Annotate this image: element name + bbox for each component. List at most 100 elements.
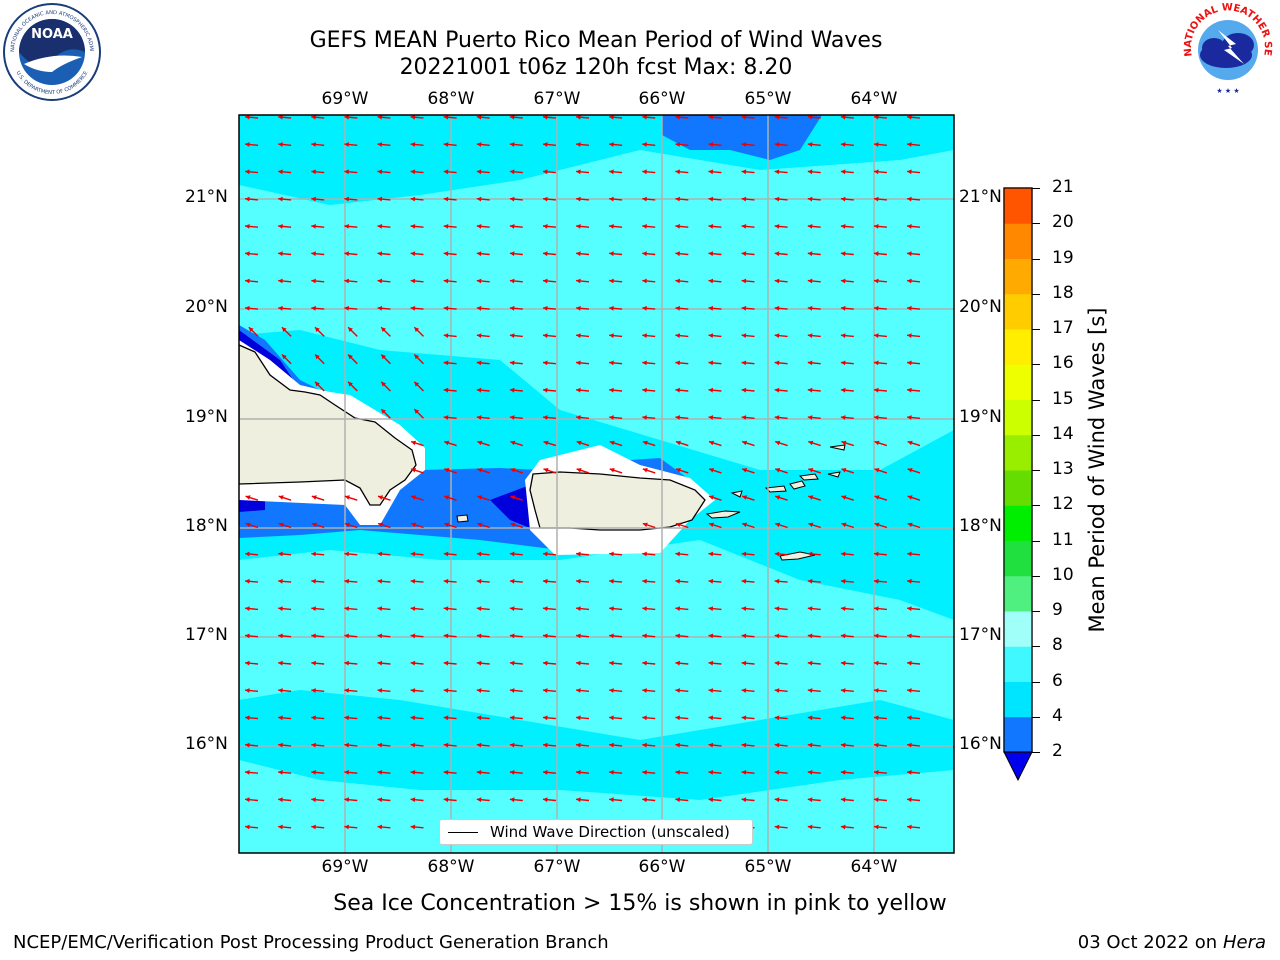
wave-arrow-head (741, 142, 747, 147)
gridlines (239, 115, 954, 853)
wave-arrow-head (741, 278, 747, 284)
wave-arrow-head (381, 381, 386, 387)
wave-arrow-head (543, 196, 548, 202)
wave-arrow-head (311, 715, 316, 721)
colorbar-tick (1032, 293, 1040, 295)
wave-arrow-head (278, 742, 283, 748)
wave-arrow-head (907, 770, 912, 775)
wave-arrow-head (642, 115, 647, 120)
wave-arrow-head (476, 196, 482, 202)
footer-left: NCEP/EMC/Verification Post Processing Pr… (13, 932, 609, 953)
deep-patch-mona (490, 485, 535, 530)
wave-arrow-head (476, 742, 482, 748)
wave-arrow-head (774, 742, 780, 748)
wave-arrow-head (708, 305, 714, 311)
wave-arrow-head (576, 715, 581, 721)
wave-arrow-head (708, 606, 714, 611)
wave-arrow-head (344, 660, 349, 666)
wave-arrow-head (443, 305, 449, 311)
wave-arrow-head (576, 797, 581, 803)
colorbar-tick (1032, 329, 1040, 330)
wave-arrow-head (410, 742, 416, 748)
wave-arrow-head (675, 387, 680, 393)
wave-arrow-head (377, 224, 383, 229)
footer-host: Hera (1222, 932, 1266, 953)
wave-arrow-head (907, 224, 912, 229)
wave-arrow-head (774, 196, 780, 202)
colorbar-segment (1004, 681, 1032, 718)
wave-arrow-head (874, 142, 879, 147)
wave-arrow-head (675, 715, 680, 721)
wave-arrow-head (907, 115, 912, 120)
wave-arrow-head (708, 169, 714, 175)
sombrero-island (829, 444, 846, 451)
wave-arrow-head (708, 224, 714, 229)
wave-arrow-head (741, 251, 747, 257)
wave-arrow-head (576, 578, 581, 584)
wave-arrow-head (443, 415, 449, 420)
wave-arrow-head (708, 715, 714, 721)
lon-label-bottom: 64°W (850, 857, 898, 877)
st-croix-island (779, 551, 816, 561)
lon-label-top: 66°W (638, 89, 686, 109)
wave-arrow-head (708, 578, 714, 584)
colorbar-segment (1004, 399, 1032, 436)
wave-arrow-head (443, 742, 449, 748)
wave-arrow-head (278, 196, 283, 202)
wave-arrow-head (543, 169, 548, 175)
colorbar-tick-label: 2 (1052, 741, 1063, 761)
wave-arrow-head (476, 224, 482, 229)
wave-arrow-head (344, 715, 349, 721)
wave-arrow-head (840, 824, 846, 830)
wave-arrow-head (675, 742, 680, 748)
colorbar-tick (1032, 188, 1040, 189)
wave-arrow-head (907, 251, 912, 257)
wave-arrow-head (874, 797, 879, 803)
wave-arrow-head (708, 115, 714, 120)
wave-arrow-head (344, 278, 349, 284)
wave-arrow-head (344, 251, 349, 257)
wave-arrow-head (344, 522, 350, 528)
wave-arrow-head (410, 633, 416, 639)
lat-label-left: 19°N (185, 407, 228, 427)
colorbar-tick (1032, 540, 1040, 542)
wave-arrow-head (543, 115, 548, 120)
wave-arrow-head (807, 115, 813, 120)
wave-arrow-head (642, 606, 647, 611)
wave-arrow-head (907, 633, 912, 639)
wave-arrow-head (509, 715, 515, 721)
wave-arrow-head (708, 797, 714, 803)
wave-arrow-head (774, 115, 780, 120)
vieques-island (705, 510, 741, 519)
wave-arrow-head (874, 824, 879, 830)
wave-arrow-head (377, 715, 383, 721)
wave-arrow-head (278, 169, 283, 175)
wave-arrow-head (443, 251, 449, 257)
svg-text:★ ★ ★: ★ ★ ★ (1216, 87, 1239, 95)
colorbar-segment (1004, 364, 1032, 400)
colorbar-tick (1032, 470, 1040, 471)
wave-arrow-head (509, 115, 515, 120)
wave-arrow-head (509, 333, 515, 338)
wave-arrow-head (609, 169, 614, 175)
wave-arrow-head (278, 633, 283, 639)
colorbar-overlay (1003, 187, 1033, 753)
wave-arrow-head (808, 522, 814, 528)
wave-arrow-head (642, 440, 648, 446)
wave-arrow-head (708, 660, 714, 666)
wave-arrow-head (576, 415, 581, 420)
wave-arrow-head (245, 305, 250, 311)
footer-right: 03 Oct 2022 on Hera (1078, 932, 1266, 953)
wave-arrow-head (543, 660, 548, 666)
wave-arrow-head (509, 578, 515, 584)
wave-arrow-head (609, 606, 614, 611)
wave-arrow-head (509, 142, 515, 147)
wave-arrow-head (443, 224, 449, 229)
wave-arrow-head (410, 142, 416, 147)
wave-arrow-head (840, 333, 846, 338)
wave-arrow-head (344, 824, 349, 830)
wave-arrow-head (741, 633, 747, 639)
wave-arrow-head (509, 688, 515, 693)
colorbar-segment (1004, 611, 1032, 647)
wave-arrow-head (874, 196, 879, 202)
